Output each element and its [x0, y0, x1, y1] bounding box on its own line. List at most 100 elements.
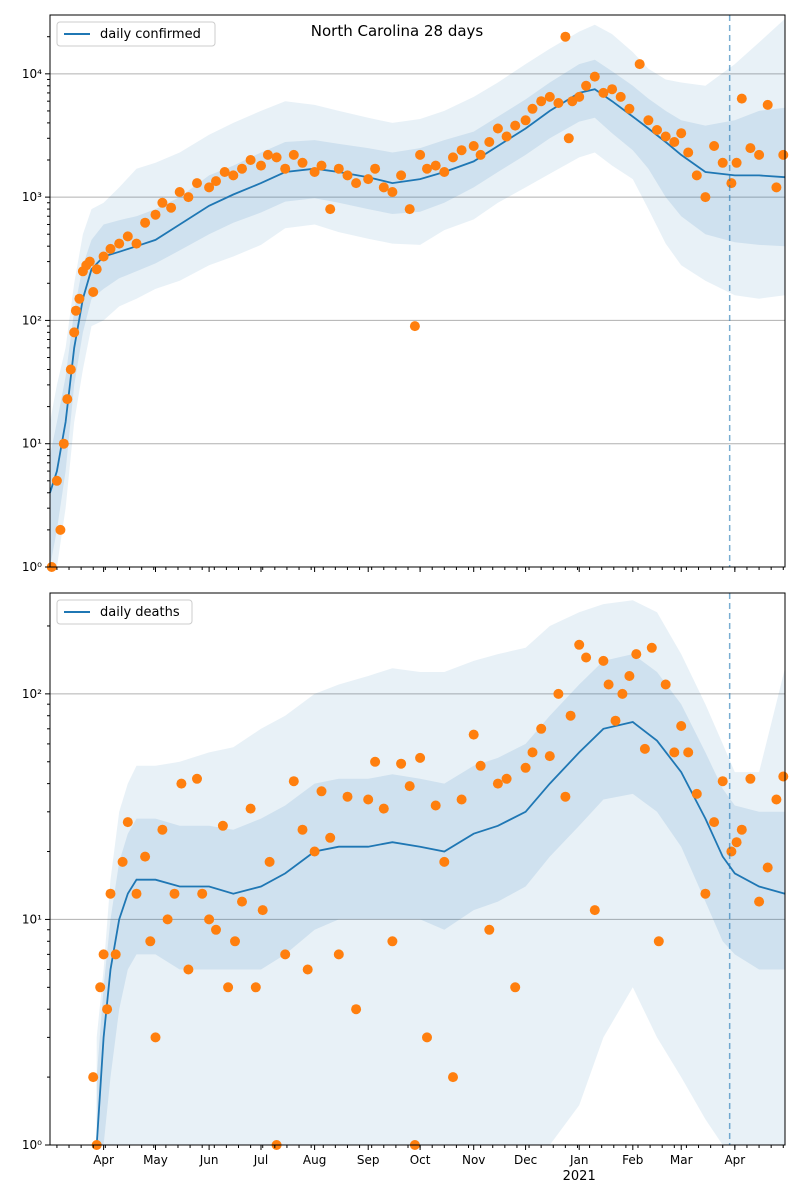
data-point	[527, 747, 538, 758]
x-tick-label: Mar	[670, 1153, 693, 1167]
data-point	[422, 163, 432, 174]
data-point	[363, 794, 374, 805]
data-point	[169, 888, 180, 899]
data-point	[396, 170, 407, 181]
data-point	[726, 178, 737, 189]
data-point	[468, 729, 479, 740]
data-point	[726, 846, 737, 857]
data-point	[404, 204, 415, 215]
data-point	[771, 794, 782, 805]
data-point	[70, 305, 81, 316]
legend: daily confirmed	[56, 21, 216, 47]
data-point	[74, 293, 85, 304]
data-point	[439, 856, 450, 867]
data-point	[211, 176, 221, 187]
axes-frame	[49, 592, 786, 1146]
data-point	[598, 655, 609, 666]
data-point	[676, 128, 687, 139]
y-tick-label: 10⁴	[22, 67, 42, 81]
data-point	[536, 96, 547, 107]
data-point	[754, 896, 765, 907]
data-point	[297, 157, 308, 168]
y-tick-label: 10²	[22, 313, 42, 327]
data-point	[288, 776, 299, 787]
data-point	[624, 671, 635, 681]
data-point	[603, 679, 614, 690]
data-point	[140, 217, 151, 228]
panel-daily-deaths: 10⁰ 10¹ 10² Apr May Jun Jul Aug Sep Oct Nov Dec Jan…	[22, 592, 789, 1184]
data-point	[91, 264, 102, 275]
data-point	[378, 182, 389, 193]
data-point	[631, 649, 642, 660]
data-point	[624, 103, 635, 114]
data-point	[598, 87, 609, 98]
y-tick-label: 10¹	[22, 437, 42, 451]
series-line	[95, 721, 786, 1146]
data-point	[709, 817, 720, 828]
data-point	[643, 115, 654, 126]
data-point	[117, 856, 128, 867]
axes-frame	[49, 14, 786, 568]
data-point	[333, 163, 344, 174]
data-point	[150, 209, 161, 220]
data-point	[256, 160, 266, 171]
data-point	[98, 251, 109, 262]
x-tick-label: Jul	[253, 1153, 268, 1167]
uncertainty-band	[50, 59, 785, 568]
data-point	[88, 287, 99, 297]
data-point	[589, 71, 600, 82]
data-point	[150, 1032, 161, 1043]
data-point	[114, 238, 125, 249]
legend-box	[56, 21, 216, 47]
data-point	[370, 756, 381, 767]
data-point	[660, 131, 671, 142]
legend: daily deaths	[56, 599, 193, 625]
data-point	[660, 679, 671, 690]
data-point	[262, 149, 273, 160]
data-point	[510, 982, 521, 993]
grid-lines	[50, 73, 785, 445]
data-point	[581, 80, 592, 91]
x-tick-label: Aug	[303, 1153, 326, 1167]
data-point	[484, 924, 495, 935]
data-point	[456, 145, 467, 156]
data-point	[430, 800, 441, 811]
x-tick-label: Nov	[462, 1153, 485, 1167]
data-point	[176, 778, 187, 789]
data-point	[553, 688, 564, 699]
data-point	[245, 803, 256, 814]
x-tick-label: Apr	[724, 1153, 745, 1167]
data-point	[762, 862, 773, 873]
data-point	[646, 642, 657, 653]
data-point	[610, 715, 621, 726]
data-point	[245, 155, 256, 165]
data-point	[297, 824, 308, 835]
data-point	[404, 781, 415, 792]
y-tick-label: 10²	[22, 687, 42, 701]
data-point	[669, 747, 680, 758]
data-point	[653, 936, 664, 947]
data-point	[58, 438, 69, 449]
data-point	[683, 747, 694, 758]
data-point	[250, 982, 261, 993]
data-point	[501, 773, 512, 784]
data-point	[105, 888, 116, 899]
y-tick-label: 10⁰	[22, 560, 42, 574]
data-point	[387, 936, 398, 947]
data-point	[560, 791, 571, 802]
data-point	[316, 160, 327, 171]
data-point	[652, 125, 662, 135]
data-point	[731, 837, 742, 848]
x-tick-label: Sep	[357, 1153, 380, 1167]
data-point	[325, 832, 336, 843]
data-point	[316, 786, 327, 797]
data-point	[88, 1072, 99, 1083]
data-point	[553, 98, 564, 108]
data-point	[691, 170, 702, 181]
data-point	[157, 824, 168, 835]
data-point	[211, 924, 221, 935]
data-point	[527, 103, 538, 114]
data-point	[736, 824, 747, 835]
data-point	[309, 846, 320, 857]
x-tick-label: Dec	[514, 1153, 537, 1167]
